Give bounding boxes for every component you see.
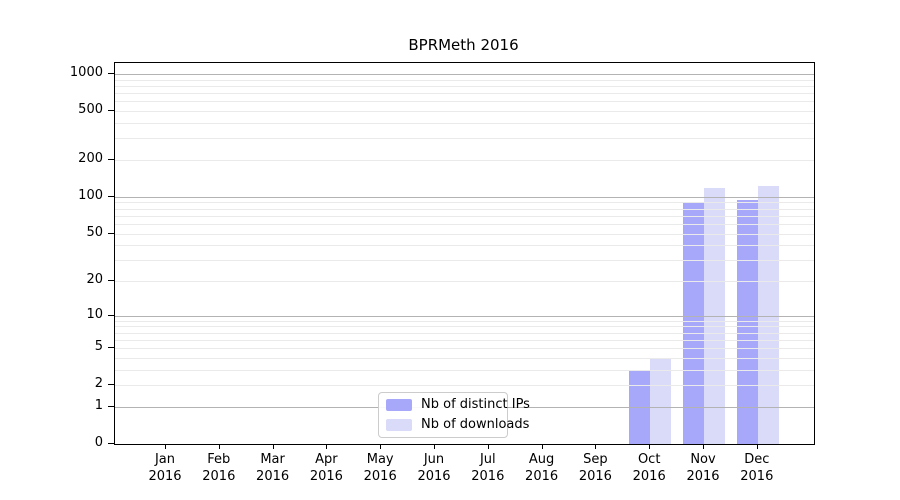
y-tick-label: 2 [94,376,103,392]
y-tick-mark [108,110,114,112]
x-tick-mark [541,444,543,449]
y-tick-mark [108,73,114,74]
x-tick-month: Feb [207,452,231,467]
x-tick-label: Sep 2016 [563,451,627,485]
x-tick-year: 2016 [256,469,290,484]
x-tick-label: Aug 2016 [510,451,574,485]
x-tick-month: May [366,452,394,467]
bar-distinct-ips [736,200,758,444]
x-tick-label: Jan 2016 [133,451,197,485]
bar-distinct-ips [629,369,651,444]
legend-swatch [386,399,412,412]
minor-gridline [115,138,814,140]
x-tick-mark [165,444,166,449]
y-tick-label: 10 [86,306,103,322]
x-tick-year: 2016 [363,469,397,484]
x-tick-year: 2016 [148,469,182,484]
x-tick-year: 2016 [417,469,451,484]
x-tick-mark [756,444,758,449]
y-tick-mark [108,159,114,160]
x-tick-year: 2016 [686,469,720,484]
y-tick-label: 1 [94,397,103,413]
x-tick-mark [218,444,220,449]
y-tick-label: 0 [94,435,103,450]
x-tick-month: Apr [315,452,338,467]
y-tick-mark [108,314,114,316]
minor-gridline [115,79,814,81]
x-tick-year: 2016 [309,469,343,484]
x-tick-label: Oct 2016 [617,451,681,485]
x-tick-mark [595,444,597,449]
x-tick-year: 2016 [578,469,612,484]
x-tick-label: Dec 2016 [725,451,789,485]
x-tick-mark [434,444,435,449]
x-tick-label: Feb 2016 [187,451,251,485]
minor-gridline [115,111,814,113]
minor-gridline [115,86,814,87]
y-tick-label: 50 [86,224,103,240]
x-tick-month: Dec [744,452,770,467]
y-tick-label: 200 [78,151,103,166]
x-tick-month: Jun [423,452,445,467]
legend-label: Nb of downloads [421,416,530,432]
x-tick-year: 2016 [202,469,236,484]
x-tick-label: May 2016 [348,451,412,485]
plot-area [114,62,815,445]
y-tick-mark [108,280,114,281]
x-tick-month: Jul [479,452,496,467]
x-tick-month: Oct [637,452,661,467]
y-tick-label: 500 [78,102,103,118]
x-tick-mark [703,444,704,449]
y-tick-label: 100 [78,187,103,203]
x-tick-month: Jan [154,452,176,467]
x-tick-label: Mar 2016 [241,451,305,485]
y-tick-label: 1000 [69,65,103,80]
y-tick-mark [108,405,114,407]
x-tick-month: Nov [690,452,716,467]
y-tick-mark [108,232,114,234]
x-tick-mark [326,444,328,449]
y-tick-mark [108,443,114,444]
bar-downloads [650,357,672,444]
x-tick-year: 2016 [740,469,774,484]
x-tick-mark [487,444,489,449]
legend-item: Nb of distinct IPs [386,397,530,414]
bar-distinct-ips [683,201,704,444]
y-tick-mark [108,195,114,197]
y-tick-mark [108,347,114,349]
x-tick-month: Aug [528,452,555,467]
x-tick-label: Nov 2016 [671,451,735,485]
x-tick-month: Mar [260,452,285,467]
chart-title: BPRMeth 2016 [408,36,519,54]
x-tick-month: Sep [583,452,608,467]
y-tick-label: 20 [86,272,103,287]
x-tick-mark [272,444,274,449]
x-tick-year: 2016 [525,469,559,484]
major-gridline [115,74,814,75]
x-tick-label: Jun 2016 [402,451,466,485]
bar-downloads [704,188,725,444]
minor-gridline [115,101,814,103]
x-tick-mark [380,444,382,449]
x-tick-label: Jul 2016 [456,451,520,485]
x-tick-mark [649,444,651,449]
x-tick-label: Apr 2016 [294,451,358,485]
x-tick-year: 2016 [471,469,505,484]
y-tick-label: 5 [94,339,103,355]
minor-gridline [115,160,814,161]
minor-gridline [115,123,814,124]
legend-swatch [386,418,412,431]
x-tick-year: 2016 [632,469,666,484]
minor-gridline [115,93,814,95]
bar-downloads [757,185,779,444]
y-tick-mark [108,384,114,386]
legend-item: Nb of downloads [386,417,529,434]
legend: Nb of distinct IPs Nb of downloads [378,392,530,438]
legend-label: Nb of distinct IPs [421,397,530,413]
